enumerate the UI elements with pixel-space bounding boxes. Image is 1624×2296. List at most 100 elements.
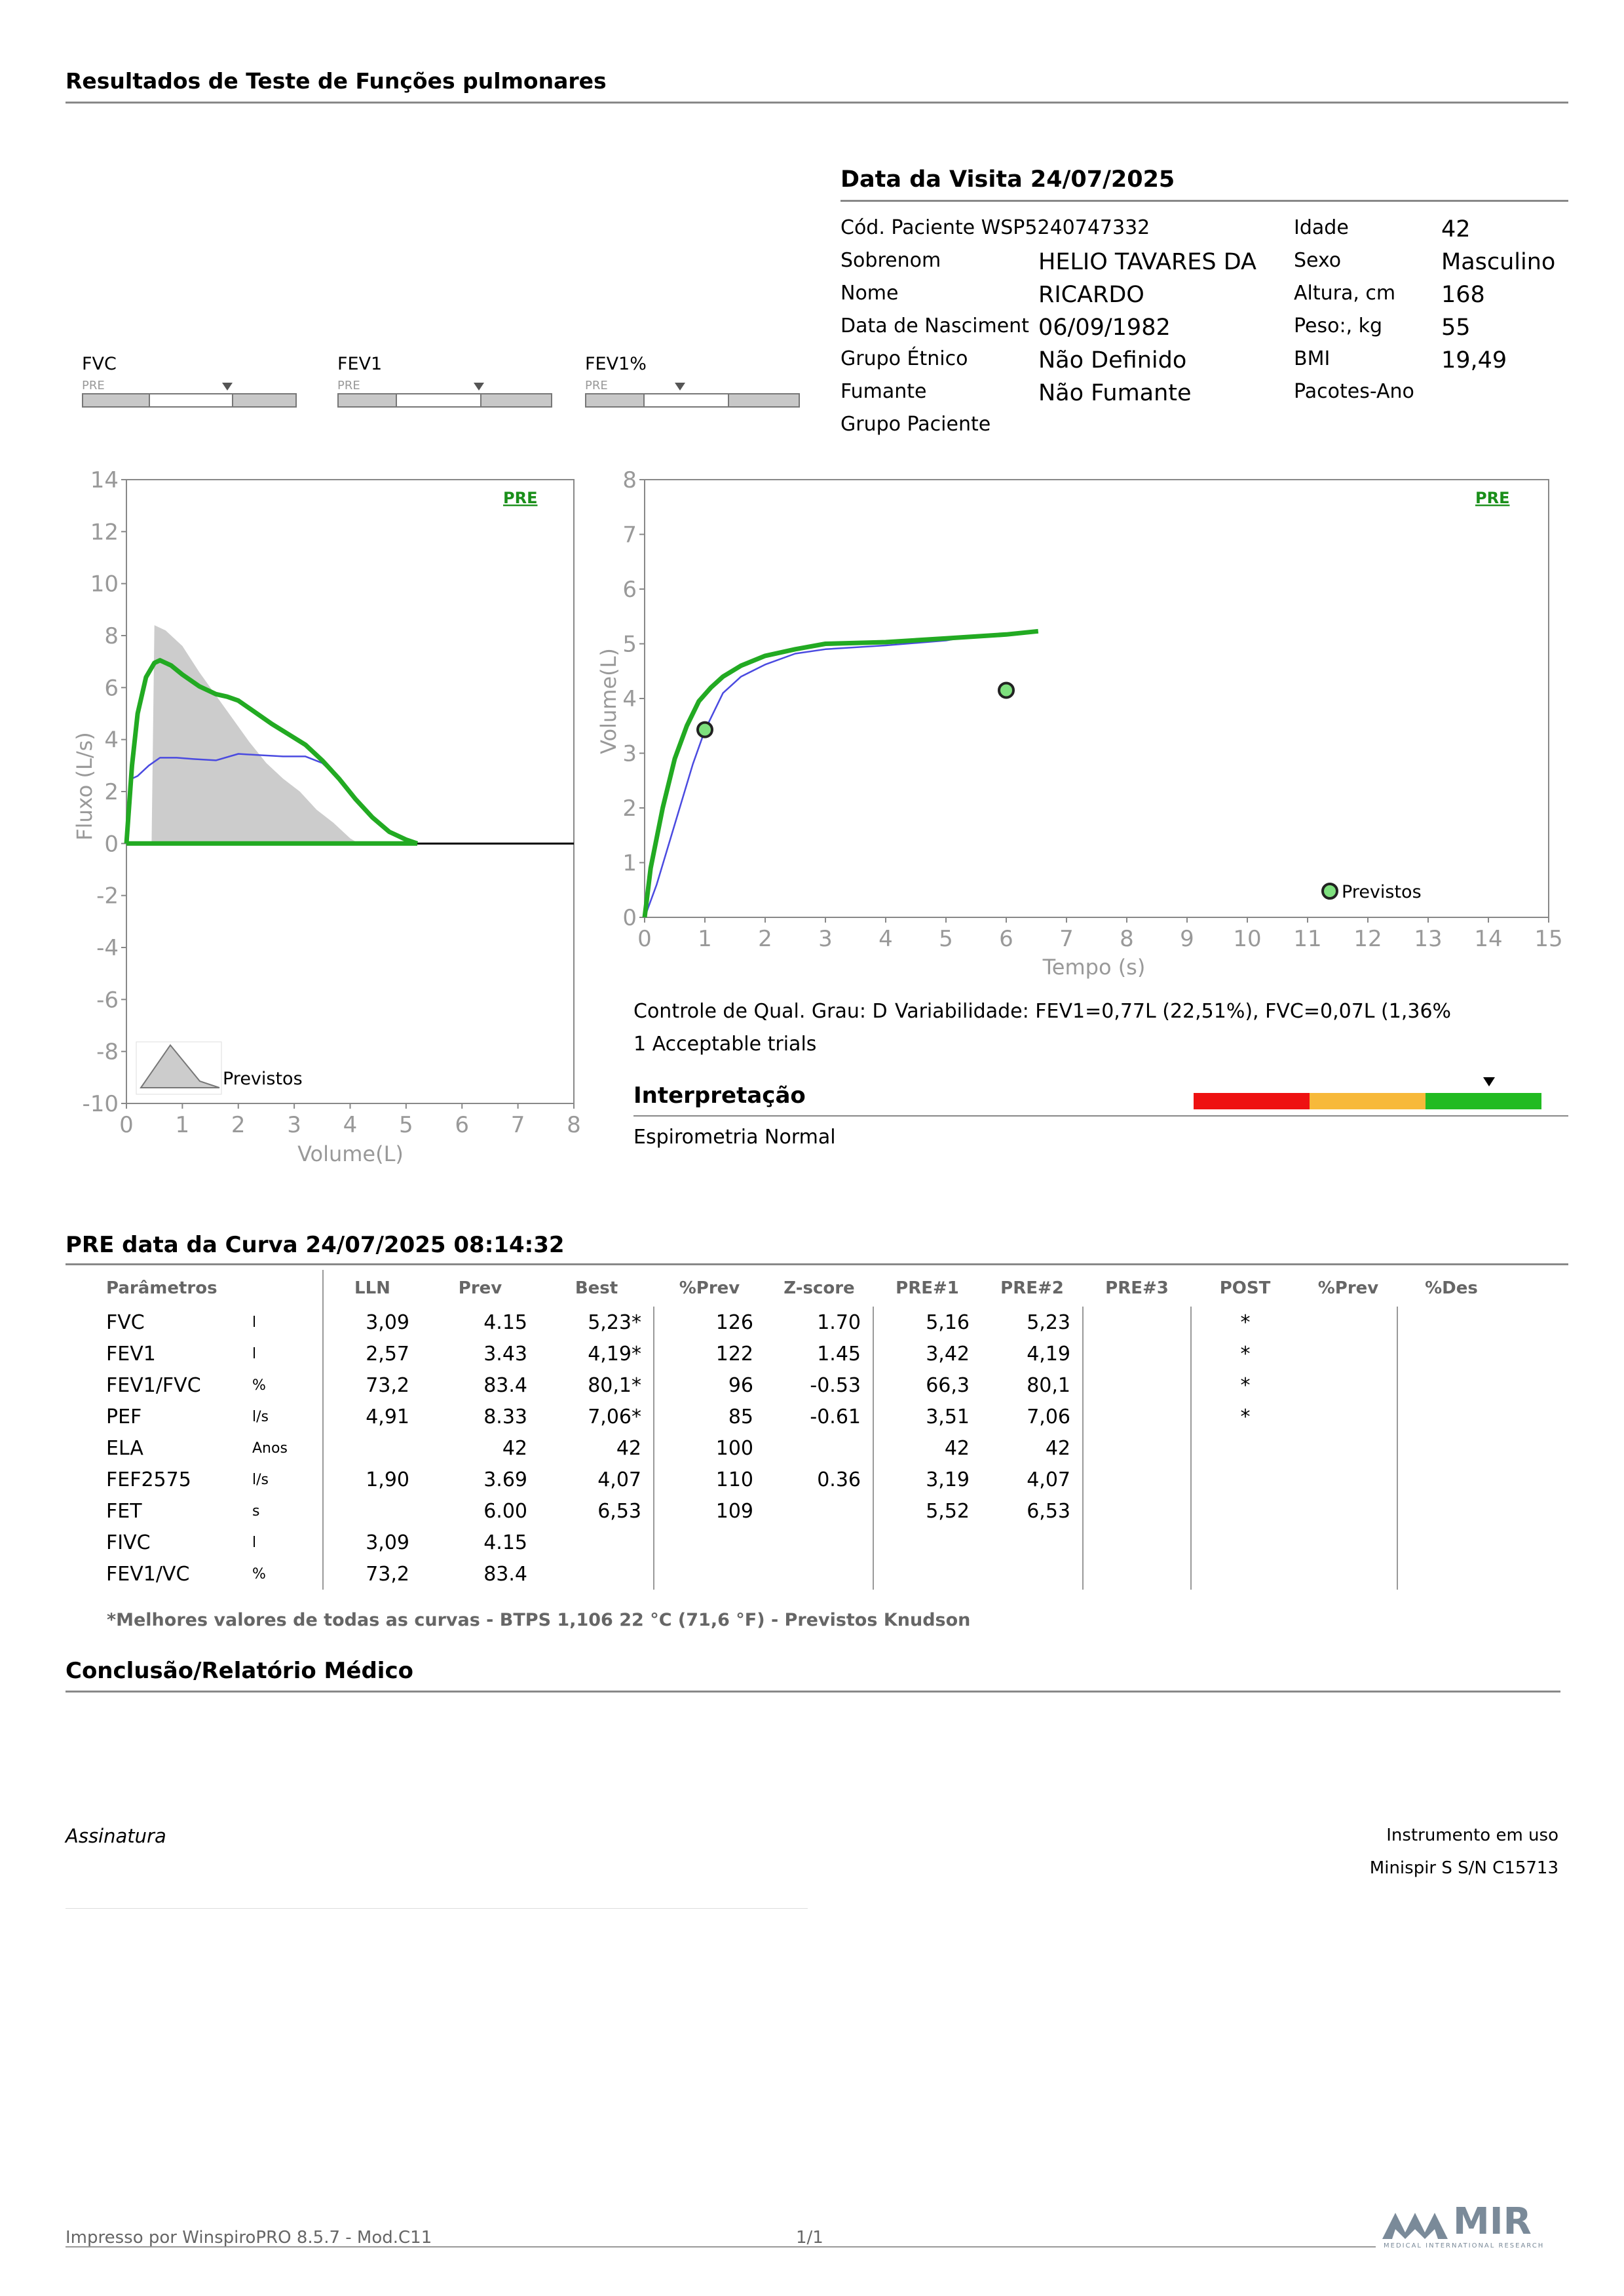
cell-pre2: 5,23 [981,1307,1084,1338]
cell-post-pct-prev [1299,1558,1398,1590]
cell-best [539,1558,654,1590]
weight-label: Peso:, kg [1294,315,1383,337]
ethnic-group-value: Não Definido [1038,347,1187,373]
cell-z-score [765,1432,874,1464]
smoker-label: Fumante [840,380,927,403]
x-tick-label: 12 [1353,926,1382,952]
interpretation-marker-icon [1483,1077,1496,1086]
cell-post: * [1240,1405,1251,1428]
x-tick-label: 0 [637,926,652,952]
x-tick-label: 1 [698,926,712,952]
header-pct-prev: %Prev [679,1278,740,1298]
cell-pre2: 80,1 [981,1369,1084,1401]
header-unit [252,1270,324,1307]
table-row: FEV1/FVC% 73,2 83.4 80,1* 96 -0.53 66,3 80,1 * [66,1369,1505,1401]
table-row: ELA Anos 42 42 100 42 42 [66,1432,1505,1464]
indicator-fev1-label: FEV1 [337,354,383,374]
cell-pct-des [1397,1432,1505,1464]
cell-pre3 [1083,1338,1192,1369]
document-title: Resultados de Teste de Funções pulmonare… [66,68,607,94]
cell-best: 42 [539,1432,654,1464]
y-tick-label: 5 [622,632,637,658]
volume-time-x-title: Tempo (s) [1042,955,1146,980]
cell-pct-des [1397,1338,1505,1369]
name-value: RICARDO [1038,282,1144,308]
x-tick-label: 11 [1293,926,1321,952]
cell-post [1191,1527,1299,1558]
cell-prev: 4.15 [483,1311,527,1334]
results-title: PRE data da Curva 24/07/2025 08:14:32 [66,1232,565,1258]
y-tick-label: 6 [622,577,637,603]
y-tick-label: 2 [622,795,637,822]
x-tick-label: 8 [567,1112,581,1138]
header-prev: Prev [458,1278,502,1298]
x-tick-label: 6 [455,1112,469,1138]
cell-pre3 [1083,1527,1192,1558]
x-tick-label: 8 [1120,926,1134,952]
x-tick-label: 5 [399,1112,413,1138]
visit-date-title: Data da Visita 24/07/2025 [840,166,1175,193]
cell-lln: 2,57 [366,1342,409,1366]
cell-pct-des [1397,1307,1505,1338]
cell-lln: 73,2 [366,1562,409,1586]
table-row: FEV1 l 2,57 3.43 4,19* 122 1.45 3,42 4,19 * [66,1338,1505,1369]
cell-pre3 [1083,1495,1192,1527]
cell-unit: l [252,1527,324,1558]
cell-param: FEV1 [106,1342,156,1366]
instrument-label: Instrumento em uso [1386,1826,1558,1845]
y-tick-label: 8 [622,467,637,493]
predicted-point [696,721,713,738]
conclusion-divider [66,1691,1560,1693]
cell-pre2 [981,1558,1084,1590]
cell-unit: % [252,1369,324,1401]
cell-pre1: 3,19 [926,1468,970,1491]
cell-pre3 [1083,1401,1192,1432]
cell-post [1191,1432,1299,1464]
indicator-fev1-marker [473,383,484,391]
cell-pre2: 42 [981,1432,1084,1464]
title-divider [66,102,1568,104]
cell-z-score: 0.36 [765,1464,874,1495]
birthdate-value: 06/09/1982 [1038,315,1171,341]
cell-prev: 83.4 [483,1373,527,1397]
sex-value: Masculino [1441,249,1556,275]
indicator-fvc-bar [82,383,297,408]
results-header-row: Parâmetros LLN Prev Best %Prev Z-score P… [66,1270,1505,1307]
x-tick-label: 9 [1180,926,1194,952]
scale-abnormal-segment [1194,1093,1310,1109]
patient-id-label: Cód. Paciente WSP5240747332 [840,216,1150,239]
indicator-fev1-sub: PRE [337,379,360,392]
flow-volume-legend: Previstos [136,1041,303,1095]
instrument-value: Minispir S S/N C15713 [1369,1858,1558,1878]
x-tick-label: 2 [231,1112,246,1138]
cell-post-pct-prev [1299,1338,1398,1369]
cell-post-pct-prev [1299,1495,1398,1527]
cell-best: 5,23* [539,1307,654,1338]
volume-time-pre-tag: PRE [1475,489,1509,507]
cell-post [1191,1495,1299,1527]
cell-lln: 3,09 [366,1311,409,1334]
predicted-point-legend-icon [1321,883,1338,900]
x-tick-label: 1 [176,1112,190,1138]
cell-lln [323,1495,421,1527]
acceptable-trials: 1 Acceptable trials [633,1033,817,1056]
cell-param: FET [106,1499,142,1523]
y-tick-label: -6 [96,987,119,1013]
y-tick-label: 14 [90,467,119,493]
cell-pre3 [1083,1307,1192,1338]
cell-unit: Anos [252,1432,324,1464]
y-tick-label: 2 [104,779,119,805]
cell-post [1191,1464,1299,1495]
indicator-fev1pct-bar [585,383,800,408]
header-lln: LLN [354,1278,390,1298]
cell-pre2: 7,06 [981,1401,1084,1432]
results-footnote: *Melhores valores de todas as curvas - B… [107,1610,971,1630]
table-row: FIVC l 3,09 4.15 [66,1527,1505,1558]
cell-pct-des [1397,1495,1505,1527]
y-tick-label: -4 [96,935,119,961]
x-tick-label: 7 [511,1112,525,1138]
surname-value: HELIO TAVARES DA [1038,249,1256,275]
cell-param: FVC [106,1311,145,1334]
indicator-fev1pct-normal-range [643,394,729,406]
cell-pre1 [873,1527,981,1558]
